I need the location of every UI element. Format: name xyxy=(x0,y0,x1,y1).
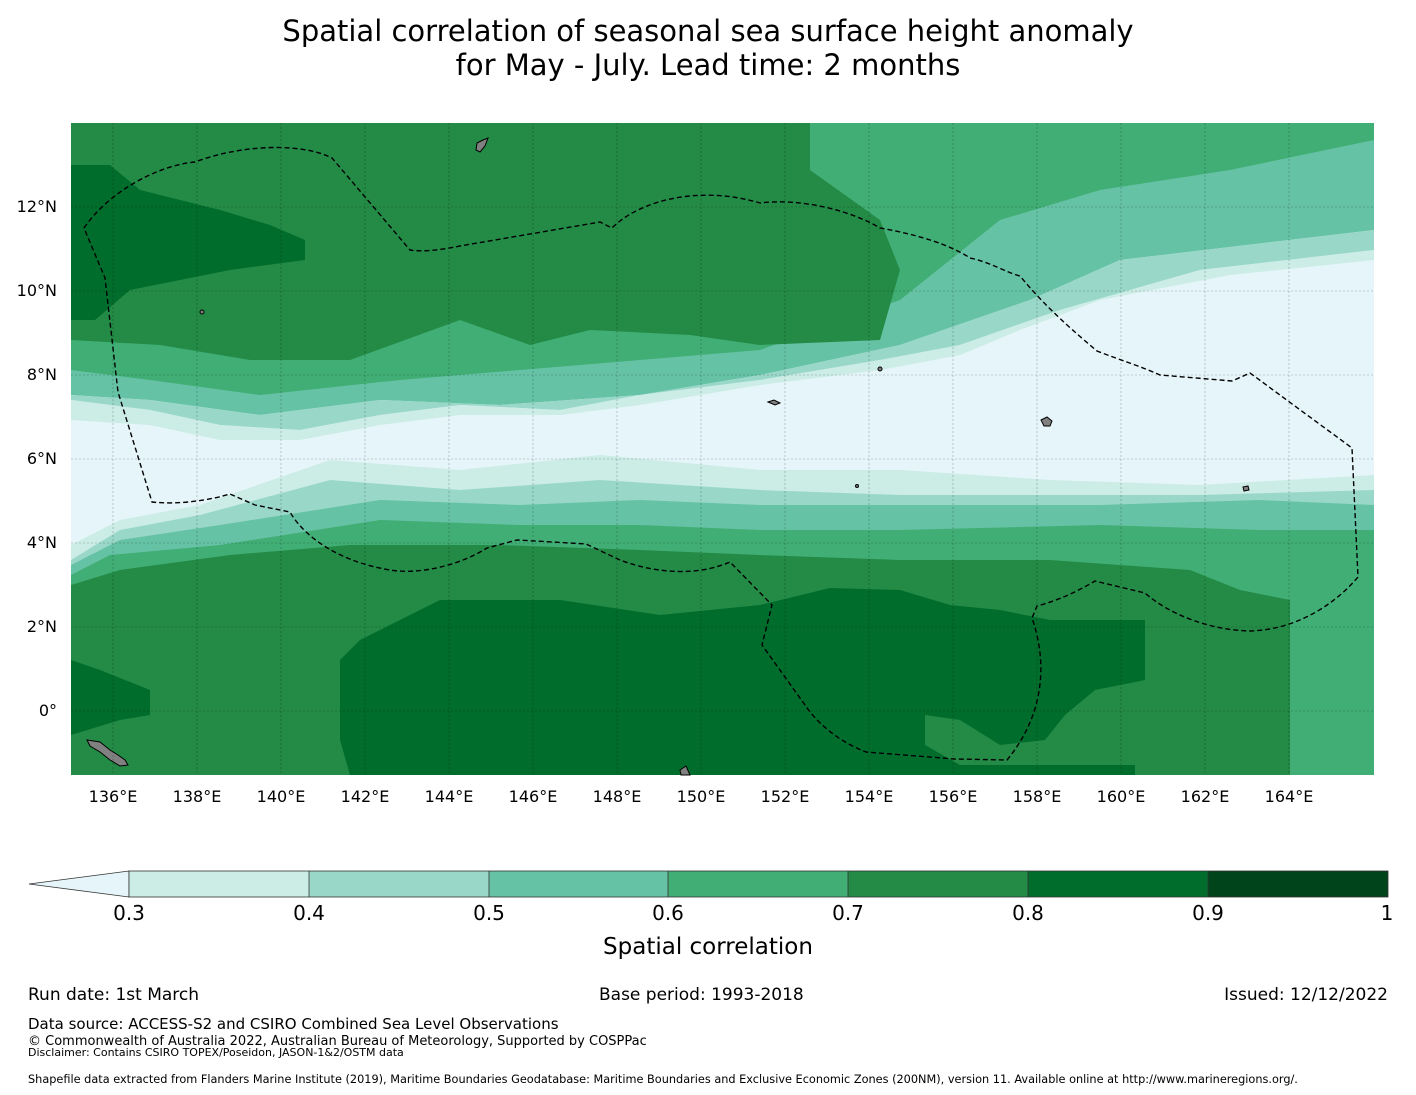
colorbar-segment xyxy=(668,871,848,897)
colorbar: 0.3 0.4 0.5 0.6 0.7 0.8 0.9 1 Spatial co… xyxy=(28,870,1394,960)
land-palau xyxy=(86,739,129,767)
colorbar-segment xyxy=(1208,871,1388,897)
title-line-2: for May - July. Lead time: 2 months xyxy=(455,48,961,82)
lon-tick-label: 138°E xyxy=(173,787,222,806)
land-atoll-2 xyxy=(199,309,205,315)
colorbar-tick-label: 0.5 xyxy=(473,901,505,925)
colorbar-under-extension xyxy=(28,870,130,898)
lon-tick-label: 158°E xyxy=(1013,787,1062,806)
chart-title: Spatial correlation of seasonal sea surf… xyxy=(0,14,1416,82)
colorbar-segment xyxy=(848,871,1028,897)
field-north-0.4 xyxy=(71,230,1374,430)
lat-tick-labels: 12°N 10°N 8°N 6°N 4°N 2°N 0° xyxy=(17,197,57,720)
land-chuuk xyxy=(766,399,782,406)
colorbar-segment xyxy=(309,871,489,897)
colorbar-outline xyxy=(128,870,1389,898)
graticule xyxy=(71,123,1374,775)
land-south-island xyxy=(679,765,691,776)
disclaimer: Disclaimer: Contains CSIRO TOPEX/Poseido… xyxy=(28,1046,404,1059)
colorbar-tick-label: 0.9 xyxy=(1192,901,1224,925)
base-period: Base period: 1993-2018 xyxy=(599,985,804,1005)
lon-tick-label: 136°E xyxy=(89,787,138,806)
land-pohnpei xyxy=(1040,416,1053,427)
colorbar-segment xyxy=(129,871,309,897)
land xyxy=(86,137,1250,776)
colorbar-tick-label: 1 xyxy=(1381,901,1394,925)
lon-tick-label: 148°E xyxy=(593,787,642,806)
copyright: © Commonwealth of Australia 2022, Austra… xyxy=(28,1034,647,1049)
field-north-0.8 xyxy=(71,165,305,320)
colorbar-title: Spatial correlation xyxy=(603,934,813,960)
lon-tick-label: 144°E xyxy=(425,787,474,806)
colorbar-tick-label: 0.3 xyxy=(113,901,145,925)
lon-tick-label: 140°E xyxy=(257,787,306,806)
lat-tick-label: 2°N xyxy=(27,617,57,636)
field-north-0.3 xyxy=(71,250,1374,440)
lon-tick-labels: 136°E 138°E 140°E 142°E 144°E 146°E 148°… xyxy=(89,787,1314,806)
lat-tick-label: 10°N xyxy=(17,281,57,300)
lat-tick-label: 12°N xyxy=(17,197,57,216)
correlation-field xyxy=(71,123,1374,775)
field-south-0.8 xyxy=(340,588,1145,775)
lat-tick-label: 0° xyxy=(39,701,57,720)
colorbar-tick-label: 0.7 xyxy=(832,901,864,925)
data-source: Data source: ACCESS-S2 and CSIRO Combine… xyxy=(28,1015,559,1033)
colorbar-segment xyxy=(489,871,668,897)
colorbar-tick-label: 0.6 xyxy=(652,901,684,925)
title-line-1: Spatial correlation of seasonal sea surf… xyxy=(282,14,1134,48)
lon-tick-label: 152°E xyxy=(761,787,810,806)
lat-tick-label: 4°N xyxy=(27,533,57,552)
land-atoll-3 xyxy=(855,484,859,488)
colorbar-tick-label: 0.4 xyxy=(293,901,325,925)
lon-tick-label: 150°E xyxy=(677,787,726,806)
issued-date: Issued: 12/12/2022 xyxy=(1224,985,1388,1005)
run-date: Run date: 1st March xyxy=(28,985,200,1005)
land-atoll-1 xyxy=(877,366,883,372)
field-north-0.7 xyxy=(71,123,900,360)
land-kosrae xyxy=(1242,485,1250,492)
lon-tick-label: 146°E xyxy=(509,787,558,806)
lon-tick-label: 154°E xyxy=(845,787,894,806)
lon-tick-label: 164°E xyxy=(1265,787,1314,806)
colorbar-segment xyxy=(1028,871,1208,897)
land-north-island xyxy=(475,137,489,153)
lat-tick-label: 6°N xyxy=(27,449,57,468)
eez-boundaries xyxy=(83,146,1359,761)
shapefile-credit: Shapefile data extracted from Flanders M… xyxy=(28,1073,1298,1086)
field-south-0.8-west xyxy=(71,660,150,735)
lon-tick-label: 156°E xyxy=(929,787,978,806)
lon-tick-label: 142°E xyxy=(341,787,390,806)
lat-tick-label: 8°N xyxy=(27,365,57,384)
lon-tick-label: 160°E xyxy=(1097,787,1146,806)
colorbar-tick-label: 0.8 xyxy=(1012,901,1044,925)
eez-boundary-fsm xyxy=(83,146,1359,761)
lon-tick-label: 162°E xyxy=(1181,787,1230,806)
